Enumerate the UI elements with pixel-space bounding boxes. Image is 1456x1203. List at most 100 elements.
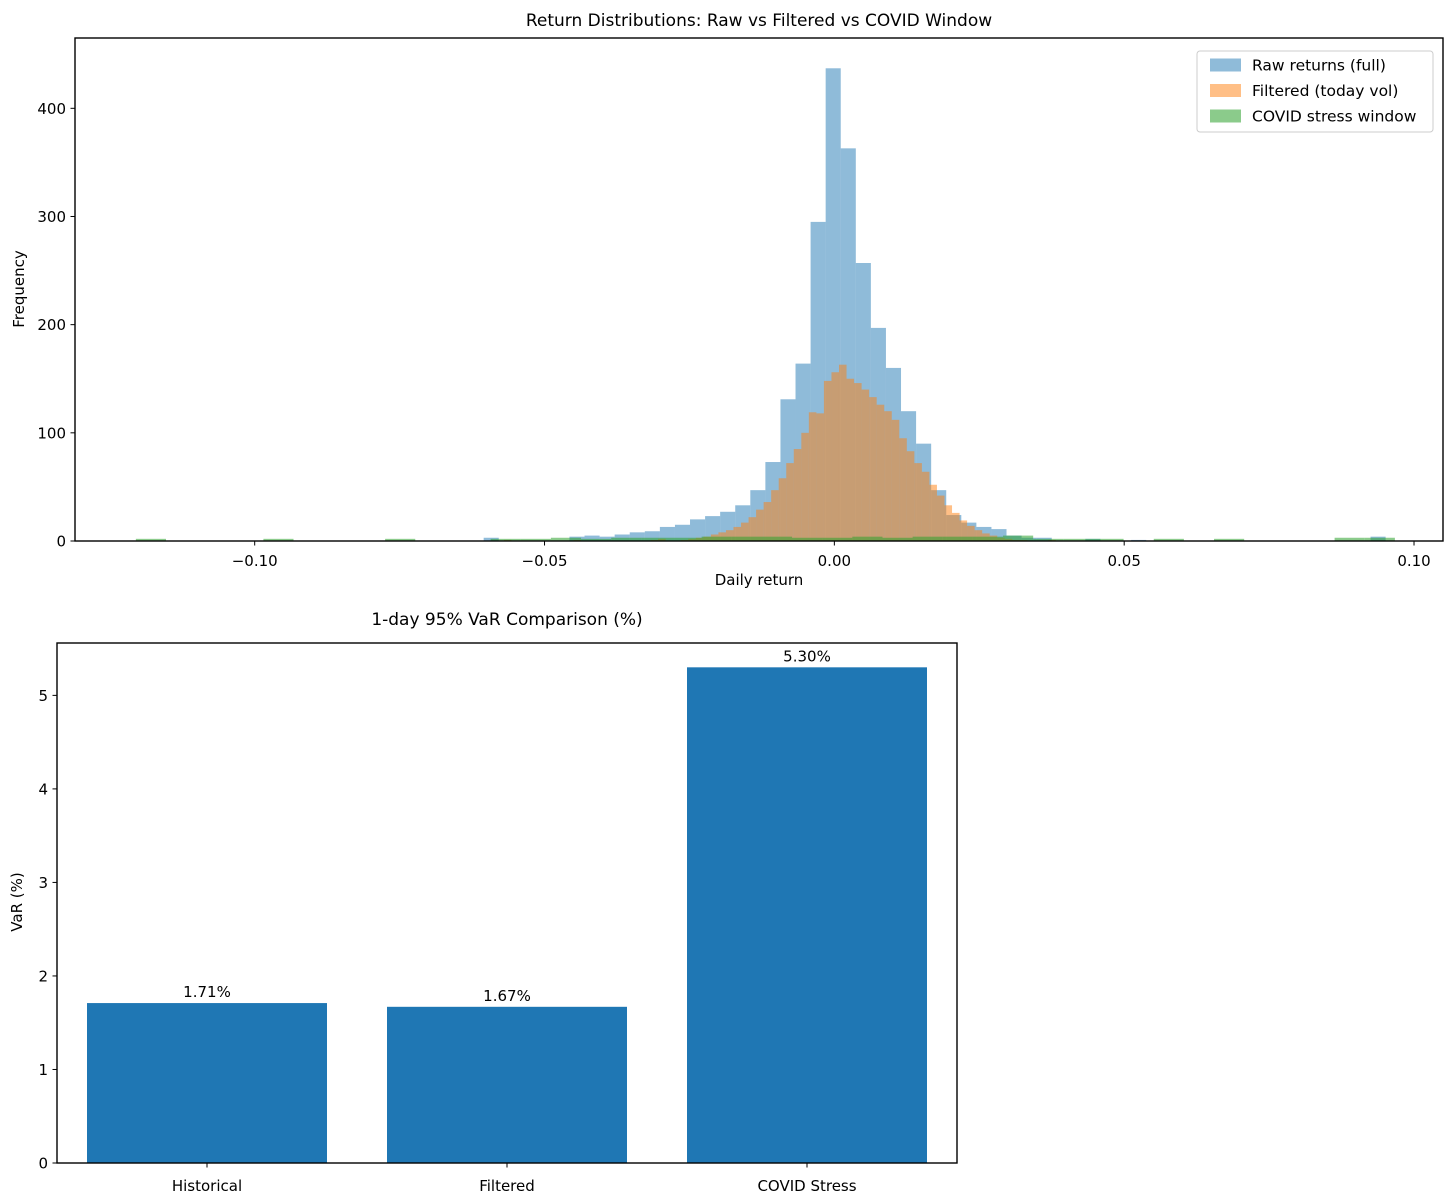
- hist-bar-filtered: [891, 419, 900, 541]
- hist-bar-filtered: [959, 520, 968, 541]
- hist-bar-filtered: [786, 463, 794, 541]
- var-bar-plot: 1.71% 1.67% 5.30% Historical Filtered COVID S…: [38, 642, 958, 1195]
- x-tick-label: −0.10: [232, 552, 278, 570]
- hist-bar-covid: [822, 537, 853, 541]
- hist-bar-covid: [385, 538, 416, 541]
- x-tick-label: 0.10: [1397, 552, 1430, 570]
- hist-bar-covid: [263, 538, 294, 541]
- hist-bar-covid: [550, 537, 582, 541]
- hist-bar-raw: [991, 529, 1007, 541]
- legend-swatch-filtered: [1210, 84, 1241, 97]
- hist-bar-covid: [942, 536, 973, 541]
- legend-label: Raw returns (full): [1252, 57, 1386, 75]
- hist-bar-filtered: [876, 404, 885, 541]
- hist-bar-raw: [674, 524, 691, 541]
- y-tick-label: 5: [38, 687, 48, 705]
- hist-bar-covid: [1093, 538, 1124, 541]
- hist-bar-covid: [611, 537, 642, 541]
- histogram-yaxis-label: Frequency: [10, 250, 28, 328]
- hist-bar-filtered: [816, 413, 824, 541]
- y-tick-label: 1: [38, 1061, 48, 1079]
- hist-bar-filtered: [741, 522, 749, 541]
- y-tick-label: 200: [37, 316, 66, 334]
- category-label: Historical: [172, 1177, 242, 1195]
- hist-bar-filtered: [838, 364, 847, 541]
- hist-bar-filtered: [936, 495, 945, 541]
- histogram-title: Return Distributions: Raw vs Filtered vs…: [525, 11, 993, 31]
- var-bar-title: 1-day 95% VaR Comparison (%): [371, 610, 643, 630]
- hist-bar-filtered: [914, 463, 922, 541]
- hist-bar-filtered: [748, 517, 757, 541]
- y-tick-label: 4: [38, 780, 48, 798]
- hist-bar-filtered: [861, 389, 870, 541]
- hist-bar-covid: [972, 536, 1004, 541]
- legend-box: [1196, 50, 1434, 133]
- y-tick-label: 3: [38, 874, 48, 892]
- hist-bar-filtered: [899, 438, 907, 541]
- hist-bar-covid: [701, 536, 732, 541]
- hist-bar-covid: [761, 536, 793, 541]
- hist-bar-covid: [1364, 537, 1395, 541]
- hist-bar-covid: [520, 538, 551, 541]
- hist-bar-filtered: [831, 372, 839, 541]
- hist-bar-raw: [659, 526, 675, 541]
- hist-bar-filtered: [929, 484, 937, 541]
- hist-bar-filtered: [756, 509, 764, 541]
- hist-bar-filtered: [967, 525, 975, 541]
- hist-bar-filtered: [808, 412, 817, 541]
- hist-bar-covid: [1334, 537, 1365, 541]
- x-tick-label: 0.00: [818, 552, 851, 570]
- hist-bar-covid: [1003, 535, 1034, 541]
- y-tick-label: 400: [37, 100, 66, 118]
- hist-bar-filtered: [763, 502, 772, 541]
- histogram-axes-frame: [74, 37, 1444, 542]
- hist-bar-filtered: [906, 451, 915, 541]
- hist-bar-covid: [1033, 538, 1064, 541]
- var-bar-yaxis-label: VaR (%): [8, 872, 26, 932]
- legend-swatch-covid: [1210, 109, 1241, 123]
- hist-bar-covid: [912, 536, 943, 541]
- hist-bar-filtered: [823, 380, 832, 541]
- var-bar-historical: [87, 1003, 327, 1163]
- bar-value-label: 1.71%: [183, 983, 231, 1001]
- legend-swatch-raw: [1210, 58, 1241, 72]
- hist-bar-filtered: [944, 505, 953, 541]
- hist-bar-filtered: [846, 378, 855, 541]
- x-tick-label: 0.05: [1107, 552, 1140, 570]
- hist-bar-filtered: [854, 383, 862, 541]
- hist-bar-raw: [584, 535, 600, 541]
- hist-bar-covid: [581, 538, 612, 541]
- hist-bar-covid: [135, 538, 166, 541]
- hist-bar-covid: [490, 538, 521, 541]
- hist-bar-covid: [671, 537, 702, 541]
- hist-bar-raw: [690, 519, 706, 541]
- category-label: COVID Stress: [757, 1177, 856, 1195]
- hist-bar-covid: [1153, 538, 1184, 541]
- hist-bar-filtered: [733, 526, 742, 541]
- legend-label: Filtered (today vol): [1252, 82, 1398, 100]
- hist-bar-raw: [629, 532, 645, 541]
- histogram-plot: −0.10 −0.05 0.00 0.05 0.10 0 100 200 300 400 Raw r…: [37, 37, 1444, 570]
- category-label: Filtered: [479, 1177, 535, 1195]
- hist-bar-filtered: [884, 411, 892, 541]
- hist-bar-filtered: [952, 512, 960, 541]
- hist-bar-covid: [792, 537, 823, 541]
- hist-bar-covid: [882, 537, 913, 541]
- hist-bar-filtered: [921, 471, 930, 541]
- y-tick-label: 300: [37, 208, 66, 226]
- hist-bar-filtered: [778, 478, 787, 541]
- hist-bar-covid: [1063, 538, 1094, 541]
- y-tick-label: 0: [38, 1155, 48, 1173]
- hist-bar-filtered: [793, 449, 802, 541]
- hist-bar-filtered: [771, 490, 779, 541]
- histogram-xaxis-label: Daily return: [714, 571, 804, 589]
- hist-bar-filtered: [974, 530, 983, 541]
- hist-bar-raw: [599, 536, 615, 541]
- hist-bar-covid: [731, 536, 762, 541]
- var-bar-filtered: [387, 1006, 627, 1163]
- y-tick-label: 100: [37, 424, 66, 442]
- y-tick-label: 0: [56, 533, 66, 551]
- hist-bar-covid: [852, 536, 883, 541]
